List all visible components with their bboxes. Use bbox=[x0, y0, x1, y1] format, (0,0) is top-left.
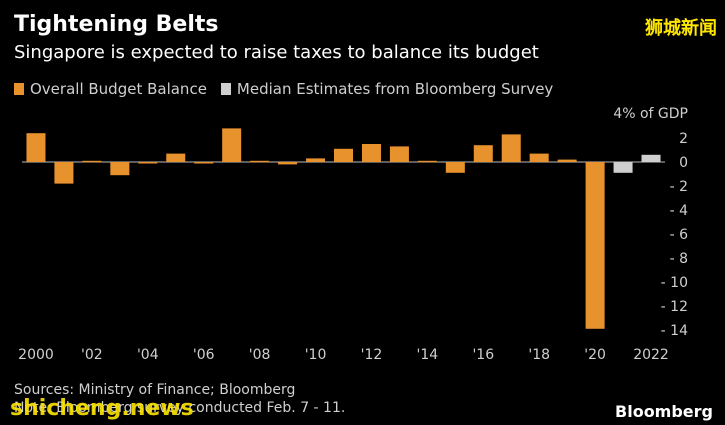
x-tick-label: '12 bbox=[361, 347, 383, 363]
bar-actual-2014 bbox=[417, 160, 437, 163]
bar-actual-2006 bbox=[194, 162, 214, 164]
bar-actual-2020 bbox=[585, 162, 605, 329]
legend-swatch-estimate bbox=[220, 83, 231, 95]
x-tick-label: '18 bbox=[528, 347, 550, 363]
watermark-cn: 狮城新闻 bbox=[645, 18, 717, 39]
x-tick-label: 2000 bbox=[18, 347, 54, 363]
bar-actual-2008 bbox=[250, 160, 270, 163]
bar-actual-2016 bbox=[473, 145, 493, 162]
x-tick-label: '02 bbox=[81, 347, 103, 363]
x-tick-label: '04 bbox=[137, 347, 159, 363]
legend-label-estimate: Median Estimates from Bloomberg Survey bbox=[236, 80, 554, 98]
bar-actual-2011 bbox=[333, 148, 354, 162]
legend: Overall Budget Balance Median Estimates … bbox=[14, 80, 553, 98]
x-tick-label: '16 bbox=[472, 347, 494, 363]
bar-actual-2009 bbox=[278, 162, 298, 165]
bar-actual-2017 bbox=[501, 134, 521, 162]
y-tick-label: - 14 bbox=[661, 323, 688, 339]
chart-title: Tightening Belts bbox=[14, 12, 219, 37]
bar-actual-2012 bbox=[361, 144, 381, 162]
y-tick-label: - 12 bbox=[661, 299, 688, 315]
y-tick-label: - 8 bbox=[670, 251, 688, 267]
x-tick-label: '20 bbox=[584, 347, 606, 363]
x-tick-label: '10 bbox=[305, 347, 327, 363]
bar-actual-2007 bbox=[222, 128, 242, 162]
chart-subtitle: Singapore is expected to raise taxes to … bbox=[14, 42, 539, 63]
y-tick-label: - 4 bbox=[670, 203, 689, 219]
watermark-site: shicheng.news bbox=[10, 396, 194, 421]
bar-actual-2000 bbox=[26, 133, 46, 162]
bar-actual-2013 bbox=[389, 146, 409, 162]
bar-actual-2015 bbox=[445, 162, 465, 173]
bar-actual-2005 bbox=[166, 153, 186, 162]
legend-swatch-actual bbox=[14, 83, 24, 95]
y-tick-label: - 10 bbox=[661, 275, 688, 291]
y-axis-label: 4% of GDP bbox=[613, 106, 688, 122]
legend-item-estimate: Median Estimates from Bloomberg Survey bbox=[220, 80, 554, 98]
x-tick-label: '08 bbox=[249, 347, 271, 363]
bar-estimate-2021 bbox=[613, 162, 633, 173]
y-tick-label: - 6 bbox=[670, 227, 689, 243]
bar-actual-2004 bbox=[138, 162, 158, 164]
footer-note: Note: Bloomberg survey conducted Feb. 7 … bbox=[14, 400, 346, 416]
legend-label-actual: Overall Budget Balance bbox=[30, 80, 207, 98]
y-tick-label: - 2 bbox=[670, 179, 688, 195]
footer-sources: Sources: Ministry of Finance; Bloomberg bbox=[14, 382, 296, 398]
bar-actual-2018 bbox=[529, 153, 549, 162]
bar-actual-2001 bbox=[54, 162, 74, 184]
brand-logo: Bloomberg bbox=[615, 402, 713, 421]
x-tick-label: '06 bbox=[193, 347, 215, 363]
x-tick-label: '14 bbox=[417, 347, 439, 363]
bar-actual-2010 bbox=[306, 158, 326, 162]
x-tick-label: 2022 bbox=[633, 347, 669, 363]
legend-item-actual: Overall Budget Balance bbox=[14, 80, 207, 98]
y-tick-label: 2 bbox=[679, 131, 688, 147]
y-tick-label: 0 bbox=[679, 155, 688, 171]
bar-actual-2003 bbox=[110, 162, 130, 176]
bar-actual-2002 bbox=[82, 160, 102, 163]
bar-estimate-2022 bbox=[641, 154, 661, 162]
bar-actual-2019 bbox=[557, 159, 577, 162]
